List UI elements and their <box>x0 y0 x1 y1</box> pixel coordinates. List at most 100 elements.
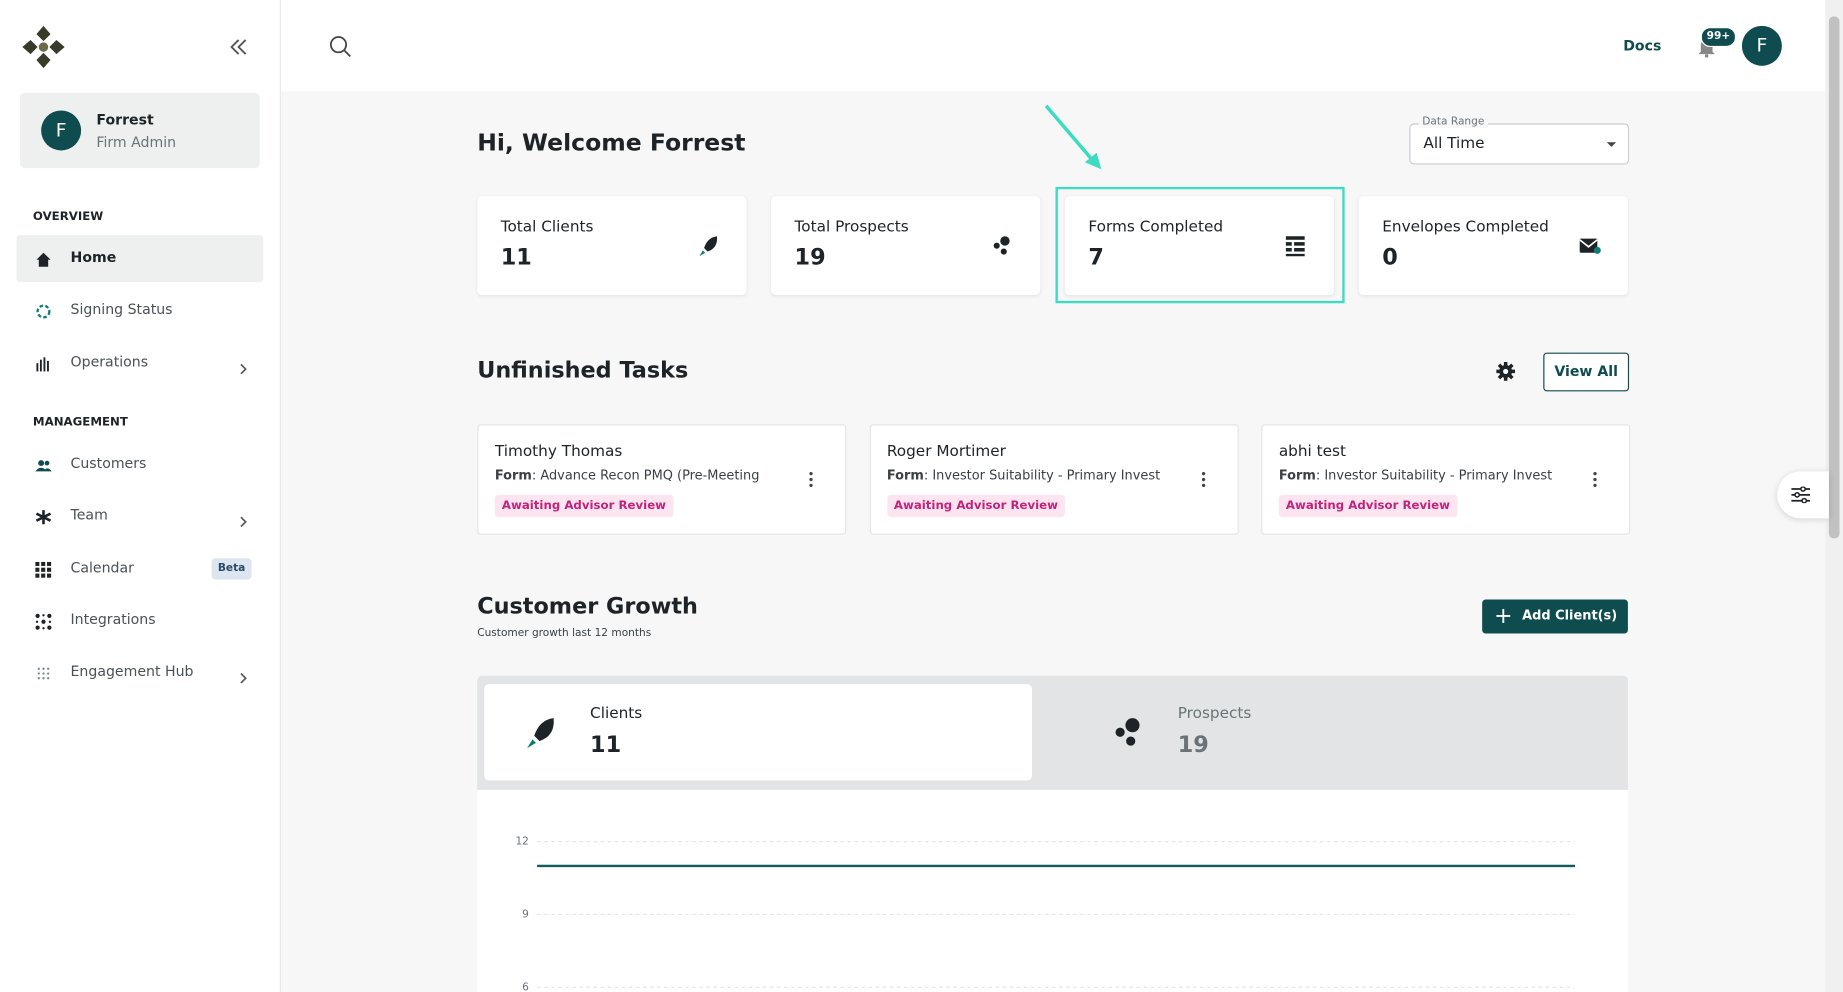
nav-icon <box>35 456 52 472</box>
stat-card: Total Clients 11 <box>477 196 747 296</box>
growth-tab-label: Prospects <box>1177 705 1252 723</box>
task-form-label: Form <box>1278 467 1316 484</box>
stat-label: Forms Completed <box>1088 218 1224 237</box>
nav-icon <box>35 664 51 680</box>
nav-icon <box>35 250 51 267</box>
stat-icon <box>1284 234 1308 258</box>
nav-chevron <box>239 357 248 374</box>
stat-card: Envelopes Completed 0 <box>1358 196 1628 296</box>
stat-value: 7 <box>1088 244 1104 271</box>
task-form: Form: Investor Suitability - Primary Inv… <box>1279 468 1561 483</box>
nav-item[interactable]: Calendar <box>70 559 134 576</box>
add-clients-button[interactable]: Add Client(s) <box>1482 599 1628 634</box>
task-name: Roger Mortimer <box>886 443 1006 461</box>
growth-tab-icon <box>1110 715 1150 755</box>
user-name: Forrest <box>96 111 154 129</box>
dropdown-caret <box>1606 142 1617 147</box>
add-clients-label: Add Client(s) <box>1522 607 1618 623</box>
nav-item[interactable]: Home <box>70 249 117 266</box>
growth-subtitle: Customer growth last 12 months <box>477 627 652 640</box>
task-status: Awaiting Advisor Review <box>494 494 674 518</box>
task-card[interactable]: Roger Mortimer Form: Investor Suitability… <box>869 424 1239 535</box>
notification-badge: 99+ <box>1700 27 1737 48</box>
stat-value: 0 <box>1382 244 1398 271</box>
nav-icon <box>35 560 52 578</box>
task-form-name: : Advance Recon PMQ (Pre-Meeting <box>531 467 760 484</box>
stat-label: Total Prospects <box>794 218 909 237</box>
search-button[interactable] <box>329 35 353 59</box>
collapse-button[interactable] <box>229 38 248 57</box>
scrollbar[interactable] <box>1825 0 1843 992</box>
growth-tab-value: 19 <box>1177 732 1209 759</box>
task-form-label: Form <box>494 467 532 484</box>
chart-background <box>477 789 1628 992</box>
date-range-select[interactable] <box>1409 123 1630 165</box>
growth-tab-value: 11 <box>590 732 622 759</box>
nav-section-title: MANAGEMENT <box>32 416 128 430</box>
welcome-heading: Hi, Welcome Forrest <box>477 128 746 157</box>
task-menu <box>1199 470 1206 488</box>
task-name: Timothy Thomas <box>494 443 623 461</box>
task-status: Awaiting Advisor Review <box>886 494 1066 518</box>
user-role: Firm Admin <box>96 133 177 151</box>
nav-item-active-bg[interactable] <box>16 235 264 283</box>
nav-item[interactable]: Signing Status <box>70 301 173 318</box>
nav-chevron <box>239 667 248 684</box>
nav-icon <box>35 508 52 525</box>
nav-item[interactable]: Integrations <box>70 611 156 628</box>
nav-item[interactable]: Customers <box>70 454 147 472</box>
stat-value: 19 <box>794 244 826 271</box>
task-menu <box>807 470 814 488</box>
nav-item[interactable]: Operations <box>70 353 149 370</box>
nav-icon <box>35 302 51 319</box>
stat-card: Total Prospects 19 <box>771 196 1041 296</box>
view-all-button[interactable]: View All <box>1543 352 1630 392</box>
filter-float-button[interactable] <box>1777 471 1829 519</box>
topbar <box>280 0 1826 92</box>
y-tick-label: 12 <box>515 836 528 848</box>
user-avatar: F <box>41 110 82 151</box>
task-form: Form: Investor Suitability - Primary Inv… <box>887 468 1169 483</box>
growth-tab-icon <box>522 715 562 755</box>
task-card[interactable]: Timothy Thomas Form: Advance Recon PMQ (P… <box>477 424 847 535</box>
tasks-heading: Unfinished Tasks <box>477 357 689 384</box>
stat-value: 11 <box>500 244 532 271</box>
task-status: Awaiting Advisor Review <box>1278 494 1458 518</box>
docs-link[interactable]: Docs <box>1623 37 1662 55</box>
growth-tab-label: Clients <box>590 705 643 723</box>
growth-tab[interactable]: Clients 11 <box>484 684 1032 781</box>
nav-section-title: OVERVIEW <box>32 210 104 224</box>
highlight-box <box>1055 186 1345 304</box>
task-form-label: Form <box>886 467 924 484</box>
nav-item[interactable]: Engagement Hub <box>70 663 194 680</box>
y-tick-label: 9 <box>522 908 529 920</box>
nav-icon <box>35 354 51 371</box>
stat-icon <box>990 234 1014 258</box>
growth-heading: Customer Growth <box>477 593 698 620</box>
nav-badge: Beta <box>211 557 252 579</box>
annotation-arrow <box>1044 104 1102 170</box>
nav-icon <box>35 612 52 630</box>
task-form-name: : Investor Suitability - Primary Invest <box>923 467 1161 484</box>
stat-label: Total Clients <box>500 218 594 237</box>
nav-chevron <box>239 510 248 528</box>
nav-item[interactable]: Team <box>70 506 108 524</box>
date-range-label: Data Range <box>1418 116 1488 129</box>
logo <box>22 25 65 69</box>
tasks-settings[interactable] <box>1496 362 1516 381</box>
task-name: abhi test <box>1278 443 1347 461</box>
stat-label: Envelopes Completed <box>1382 218 1549 237</box>
stat-card: Forms Completed 7 <box>1064 196 1335 296</box>
task-form-name: : Investor Suitability - Primary Invest <box>1315 467 1553 484</box>
topbar-avatar[interactable]: F <box>1741 25 1782 66</box>
task-form: Form: Advance Recon PMQ (Pre-Meeting <box>495 468 777 483</box>
task-menu <box>1591 470 1598 488</box>
growth-tab[interactable]: Prospects 19 <box>1072 684 1620 780</box>
growth-chart: 12 9 6 <box>477 789 1628 992</box>
stat-icon <box>696 234 720 258</box>
date-range-value: All Time <box>1423 135 1485 153</box>
task-card[interactable]: abhi test Form: Investor Suitability - Pr… <box>1261 424 1631 535</box>
y-tick-label: 6 <box>522 981 529 992</box>
stat-icon <box>1577 234 1601 258</box>
